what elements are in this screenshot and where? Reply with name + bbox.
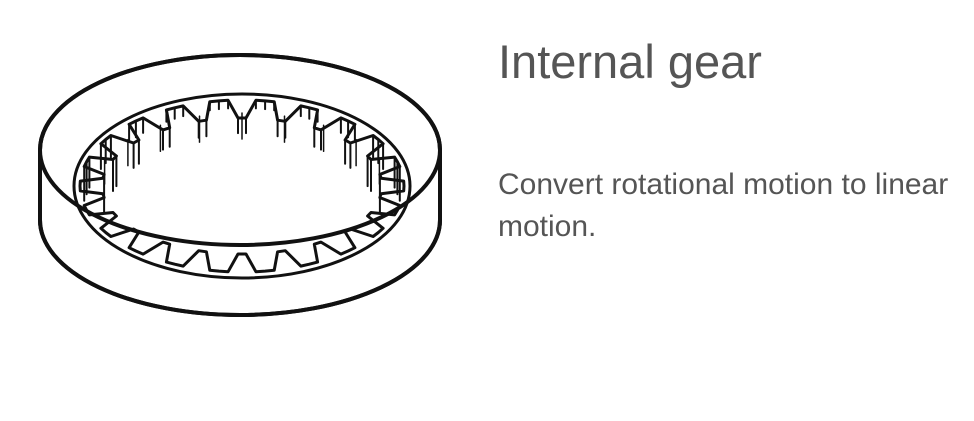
gear-drawing [38,53,442,317]
gear-inner-rim [72,92,412,280]
gear-teeth-profile [78,98,406,274]
internal-gear-icon [38,53,442,317]
description-text: Convert rotational motion to linear moti… [498,168,949,243]
page-title: Internal gear [498,35,762,88]
internal-gear-illustration [0,0,480,416]
gear-bottom-front-edge [38,218,442,317]
